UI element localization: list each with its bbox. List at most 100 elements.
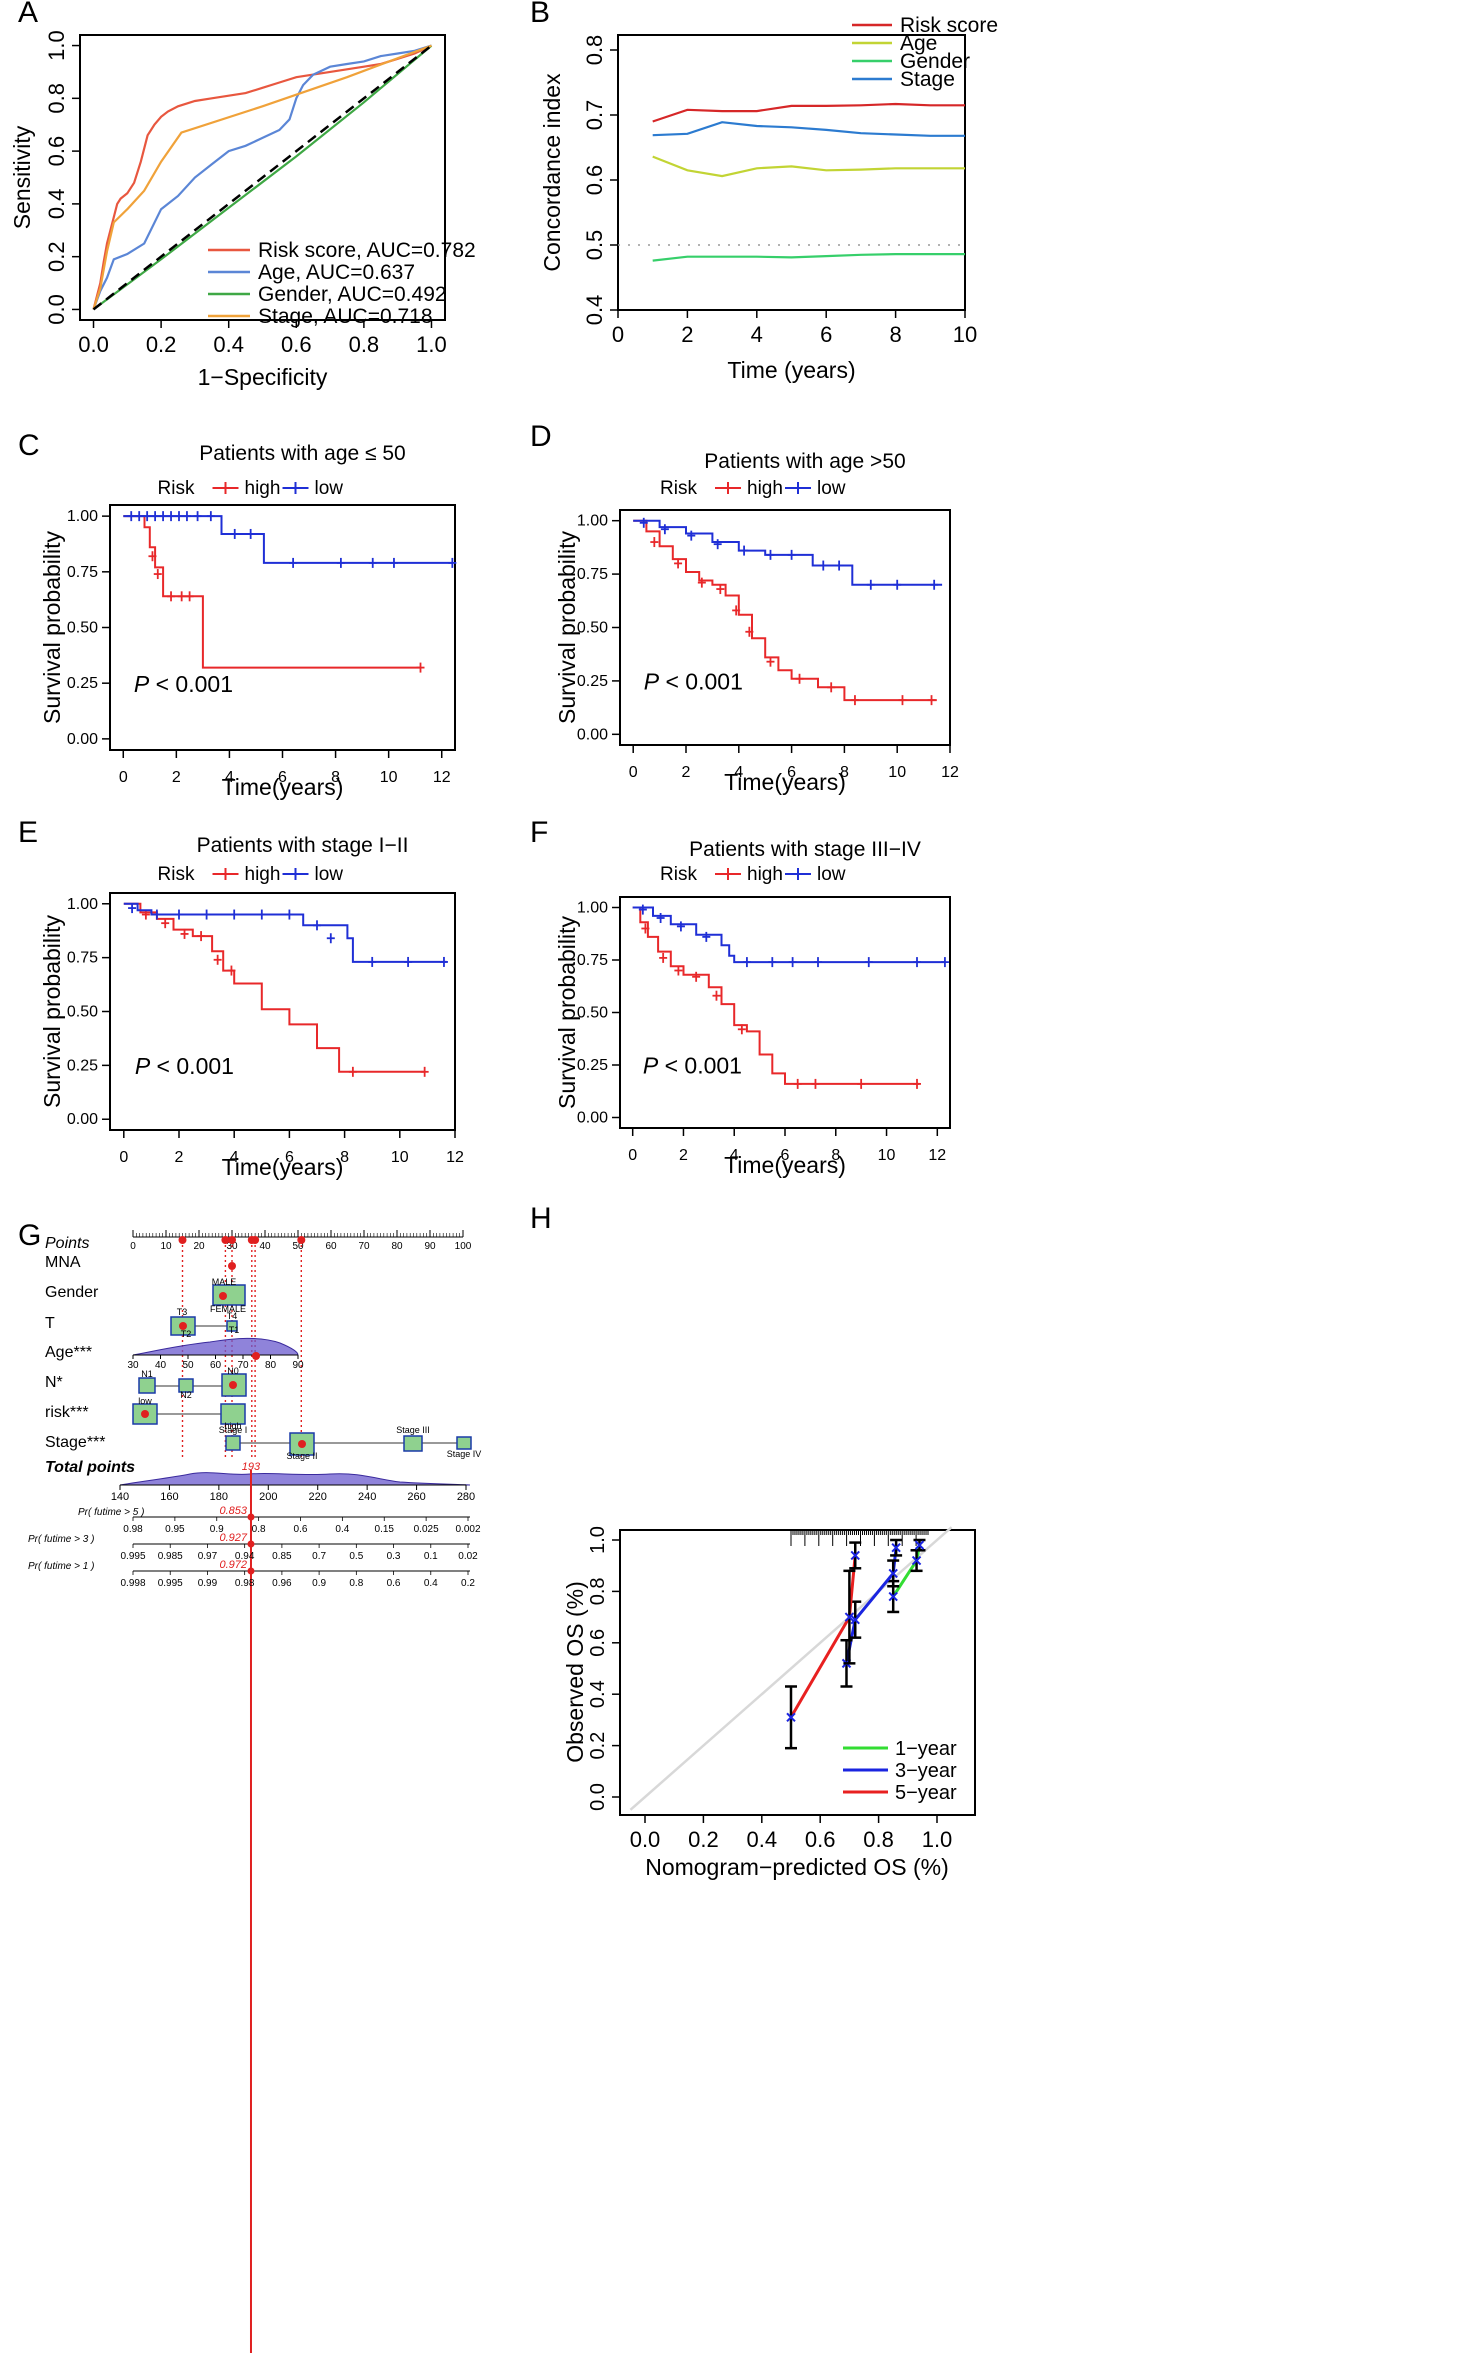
panel-H: H0.0 0.2 0.4 0.6 0.8 1.00.00.20.40.60.81.0Nom…: [530, 1202, 976, 1880]
x-axis-label: Time(years): [724, 1152, 846, 1178]
p-label: P: [135, 1053, 151, 1079]
y-tick-label: 0.00: [67, 1111, 98, 1128]
age-tick-label: 40: [155, 1360, 167, 1371]
points-tick-label: 50: [292, 1241, 304, 1252]
nomogram-row-label: MNA: [45, 1254, 81, 1271]
ideal-diagonal: [629, 1526, 953, 1811]
panel-A: A 0.0 0.2 0.4 0.6 0.8 1.0 0.0 0.2 0.4 0.6 0.8 1.0 1−S…: [9, 0, 476, 390]
x-tick-label: 10: [391, 1149, 409, 1166]
y-tick-label: 0.00: [67, 731, 98, 748]
total-tick-label: 200: [259, 1491, 277, 1503]
y-tick-label: 0.25: [577, 1057, 608, 1074]
nomogram-row-label: risk***: [45, 1404, 89, 1421]
plot-frame: [79, 34, 446, 321]
prob-tick-label: 0.9: [210, 1524, 224, 1535]
x-tick-label: 6: [285, 1149, 294, 1166]
x-tick-label: 6: [781, 1147, 790, 1164]
score-dot: [297, 1236, 306, 1244]
prob-dot: [247, 1513, 255, 1521]
prob-tick-label: 0.2: [461, 1578, 475, 1589]
category-label: low: [138, 1396, 152, 1406]
category-label: T3: [177, 1307, 188, 1317]
y-tick-label: 0.50: [67, 620, 98, 637]
prob-tick-label: 0.7: [312, 1551, 326, 1562]
legend-entry: high: [747, 478, 783, 499]
y-tick-label: 1.0: [44, 30, 69, 61]
x-tick-label: 8: [831, 1147, 840, 1164]
points-tick-label: 40: [259, 1241, 271, 1252]
p-value-text: < 0.001: [658, 1052, 742, 1078]
x-tick-label: 2: [175, 1149, 184, 1166]
category-label: T4: [227, 1311, 238, 1321]
point-marker: [891, 1543, 901, 1553]
panel-label: D: [530, 420, 552, 453]
points-tick-label: 60: [325, 1241, 337, 1252]
category-label: Stage II: [286, 1451, 317, 1461]
x-tick-label: 12: [433, 769, 451, 786]
prob-value: 0.927: [219, 1532, 247, 1544]
y-tick-label: 0.00: [577, 726, 608, 743]
x-tick-label: 8: [331, 769, 340, 786]
panel-label: F: [530, 816, 548, 849]
age-tick-label: 60: [210, 1360, 222, 1371]
legend-entry: high: [245, 864, 281, 885]
y-tick-label: 0.50: [577, 1005, 608, 1022]
x-tick-label: 8: [840, 764, 849, 781]
x-tick-label: 8: [889, 322, 901, 347]
y-tick-label: 0.6: [44, 136, 69, 167]
prob-tick-label: 0.8: [252, 1524, 266, 1535]
prob-tick-label: 0.6: [294, 1524, 308, 1535]
category-label: Stage IV: [447, 1449, 482, 1459]
y-tick-label: 0.5: [582, 230, 607, 261]
score-dot: [221, 1236, 230, 1244]
x-tick-label: 0.2: [146, 332, 177, 357]
age-tick-label: 30: [127, 1360, 139, 1371]
prob-tick-label: 0.6: [387, 1578, 401, 1589]
chart-title: Patients with age ≤ 50: [199, 442, 405, 465]
nomogram-row-label: T: [45, 1315, 55, 1332]
panel-G: G Points MNA Gender T Age*** N* risk*** Stage***…: [18, 1219, 481, 2353]
N-box: [138, 1377, 156, 1394]
x-tick-label: 6: [820, 322, 832, 347]
prob-row-label: Pr( futime > 5 ): [78, 1507, 144, 1518]
legend-entry: high: [245, 478, 281, 499]
points-tick-label: 100: [455, 1241, 472, 1252]
T-box: [226, 1320, 238, 1332]
x-tick-label: 10: [888, 764, 906, 781]
score-dot: [298, 1440, 306, 1448]
prob-tick-label: 0.1: [424, 1551, 438, 1562]
p-label: P: [134, 671, 150, 697]
x-tick-label: 4: [751, 322, 763, 347]
legend-entry: low: [315, 864, 344, 885]
legend-entry: Stage, AUC=0.718: [258, 305, 433, 328]
y-tick-label: 0.0: [44, 294, 69, 325]
y-tick-label: 1.00: [577, 900, 608, 917]
cindex-line-gender: [652, 253, 965, 262]
y-axis-label: Observed OS (%): [562, 1581, 588, 1763]
points-tick-label: 80: [391, 1241, 403, 1252]
y-tick-label: 0.4: [587, 1680, 609, 1708]
total-tick-label: 220: [309, 1491, 327, 1503]
total-tick-label: 160: [160, 1491, 178, 1503]
legend-entry: Stage: [900, 68, 955, 91]
x-tick-label: 2: [172, 769, 181, 786]
points-tick-label: 70: [358, 1241, 370, 1252]
legend-title: Risk: [158, 478, 195, 499]
km-curve-high: [632, 906, 920, 1085]
km-curve-low: [123, 902, 447, 963]
y-tick-label: 0.6: [587, 1629, 609, 1657]
prob-tick-label: 0.15: [375, 1524, 395, 1535]
points-tick-label: 0: [130, 1241, 136, 1252]
points-tick-label: 10: [160, 1241, 172, 1252]
score-dot: [228, 1236, 236, 1244]
panel-label: A: [18, 0, 38, 29]
prob-tick-label: 0.3: [387, 1551, 401, 1562]
legend-title: Risk: [660, 478, 697, 499]
y-tick-label: 0.2: [44, 241, 69, 272]
legend-entry: low: [817, 864, 846, 885]
point-marker: [888, 1591, 898, 1602]
prob-value: 0.853: [219, 1505, 247, 1517]
plot-frame: [619, 509, 951, 746]
roc-line-reference: [92, 44, 433, 311]
